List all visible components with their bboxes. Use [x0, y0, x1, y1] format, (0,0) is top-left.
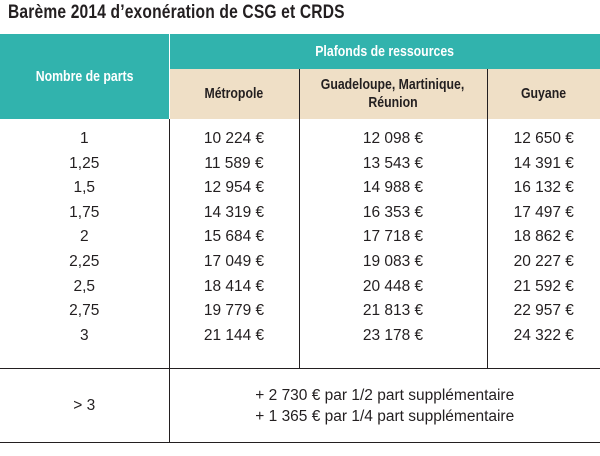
- header-metropole: Métropole: [169, 69, 300, 119]
- metropole-cell: 12 954 €: [203, 179, 265, 197]
- column-gmr: 12 098 € 13 543 € 14 988 € 16 353 € 17 7…: [299, 119, 488, 369]
- extra-parts-cell: > 3: [0, 368, 170, 443]
- parts-cell: 3: [79, 326, 89, 344]
- parts-cell: 2,25: [69, 252, 100, 270]
- gmr-cell: 19 083 €: [362, 252, 424, 270]
- parts-cell: 1,25: [69, 154, 100, 172]
- gmr-cell: 12 098 €: [362, 130, 424, 147]
- guyane-cell: 12 650 €: [513, 130, 574, 147]
- gmr-cell: 14 988 €: [362, 179, 424, 197]
- metropole-cell: 18 414 €: [203, 277, 265, 295]
- parts-cell: 1,75: [69, 203, 100, 221]
- parts-cell: 2,75: [69, 302, 100, 320]
- metropole-cell: 11 589 €: [204, 154, 264, 172]
- header-ceilings: Plafonds de ressources: [169, 34, 600, 69]
- parts-cell: 2,5: [73, 277, 96, 295]
- exemption-table: Nombre de parts Plafonds de ressources M…: [0, 34, 600, 443]
- guyane-cell: 21 592 €: [513, 277, 574, 295]
- extra-line-quarter-part: + 1 365 € par 1/4 part supplémentaire: [255, 407, 515, 425]
- guyane-cell: 14 391 €: [513, 154, 574, 172]
- header-ceilings-label: Plafonds de ressources: [315, 43, 455, 60]
- header-parts-label: Nombre de parts: [35, 68, 134, 85]
- guyane-cell: 24 322 €: [513, 326, 574, 344]
- column-parts: 1 1,25 1,5 1,75 2 2,25 2,5 2,75 3: [0, 119, 170, 369]
- metropole-cell: 14 319 €: [203, 203, 265, 221]
- gmr-cell: 17 718 €: [362, 228, 424, 246]
- metropole-cell: 21 144 €: [203, 326, 265, 344]
- extra-parts-row: > 3 + 2 730 € par 1/2 part supplémentair…: [0, 368, 600, 443]
- guyane-cell: 17 497 €: [513, 203, 574, 221]
- guyane-cell: 18 862 €: [513, 228, 574, 246]
- table-title: Barème 2014 d’exonération de CSG et CRDS: [8, 1, 345, 23]
- header-parts: Nombre de parts: [0, 34, 170, 119]
- extra-amounts-cell: + 2 730 € par 1/2 part supplémentaire + …: [169, 368, 600, 443]
- guyane-cell: 20 227 €: [513, 252, 574, 270]
- metropole-cell: 19 779 €: [203, 302, 265, 320]
- parts-cell: 2: [79, 228, 89, 246]
- column-guyane: 12 650 € 14 391 € 16 132 € 17 497 € 18 8…: [487, 119, 600, 369]
- column-metropole: 10 224 € 11 589 € 12 954 € 14 319 € 15 6…: [169, 119, 300, 369]
- gmr-cell: 23 178 €: [362, 326, 424, 344]
- metropole-cell: 15 684 €: [203, 228, 265, 246]
- parts-cell: 1: [79, 130, 89, 147]
- header-guyane: Guyane: [487, 69, 600, 119]
- metropole-cell: 17 049 €: [203, 252, 265, 270]
- guyane-cell: 22 957 €: [513, 302, 574, 320]
- metropole-cell: 10 224 €: [203, 130, 265, 147]
- gmr-cell: 21 813 €: [362, 302, 424, 320]
- guyane-cell: 16 132 €: [513, 179, 574, 197]
- header-gmr: Guadeloupe, Martinique, Réunion: [299, 69, 488, 119]
- gmr-cell: 20 448 €: [362, 277, 424, 295]
- gmr-cell: 16 353 €: [362, 203, 424, 221]
- parts-cell: 1,5: [73, 179, 96, 197]
- extra-line-half-part: + 2 730 € par 1/2 part supplémentaire: [255, 386, 515, 404]
- gmr-cell: 13 543 €: [362, 154, 424, 172]
